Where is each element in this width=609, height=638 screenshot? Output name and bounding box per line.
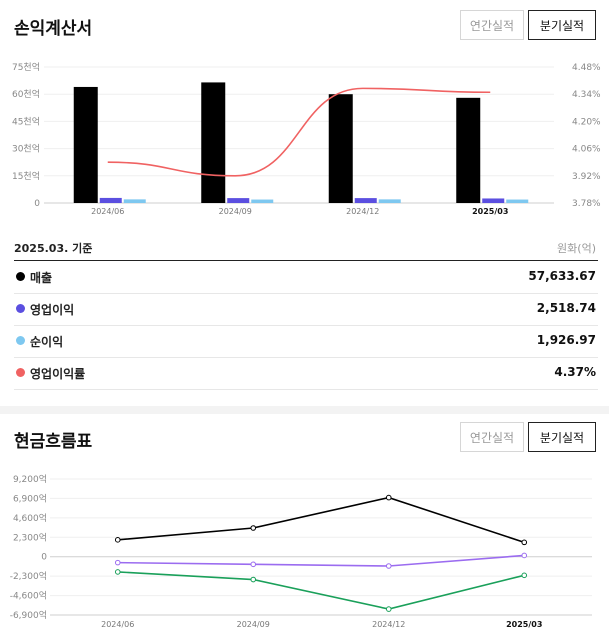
- income-row-revenue: 매출 57,633.67: [14, 261, 598, 294]
- income-table-header: 2025.03. 기준 원화(억): [14, 236, 598, 261]
- income-annual-button[interactable]: 연간실적: [460, 10, 524, 40]
- bar-영업이익: [227, 198, 250, 203]
- y-tick-label: 4,600억: [13, 512, 47, 524]
- y2-tick-label: 3.92%: [572, 172, 601, 182]
- bar-매출: [328, 94, 353, 203]
- bar-순이익: [506, 199, 529, 203]
- x-tick-label: 2025/03: [472, 207, 508, 216]
- point-재무활동: [250, 576, 257, 583]
- y2-tick-label: 4.48%: [572, 63, 601, 73]
- row-label: 매출: [30, 271, 53, 285]
- bar-영업이익: [99, 197, 122, 203]
- y-tick-label: 75천억: [12, 61, 40, 73]
- base-date: 2025.03. 기준: [14, 242, 93, 255]
- section-divider: [0, 406, 609, 414]
- bar-매출: [456, 97, 481, 203]
- y-tick-label: 0: [41, 553, 47, 563]
- y-tick-label: 6,900억: [13, 492, 47, 504]
- cashflow-title: 현금흐름표: [14, 432, 93, 452]
- line-투자활동: [117, 554, 525, 567]
- x-tick-label: 2024/12: [372, 620, 405, 629]
- point-영업활동: [250, 525, 257, 531]
- y-tick-label: -4,600억: [10, 590, 47, 602]
- line-영업활동: [117, 496, 525, 544]
- point-투자활동: [385, 563, 392, 569]
- point-재무활동: [114, 569, 121, 575]
- y2-tick-label: 4.20%: [572, 117, 601, 127]
- y-tick-label: -6,900억: [10, 609, 47, 621]
- x-tick-label: 2024/06: [101, 620, 134, 629]
- income-quarter-button[interactable]: 분기실적: [528, 10, 596, 40]
- income-title: 손익계산서: [14, 19, 93, 39]
- bar-영업이익: [482, 198, 505, 203]
- cashflow-quarter-button[interactable]: 분기실적: [528, 422, 596, 452]
- line-재무활동: [117, 571, 525, 610]
- legend-dot-net-income: [16, 336, 25, 345]
- point-투자활동: [521, 552, 528, 559]
- y-tick-label: -2,300억: [10, 570, 47, 582]
- y-tick-label: 30천억: [12, 143, 40, 155]
- legend-dot-operating-profit: [16, 304, 25, 313]
- y-tick-label: 60천억: [12, 88, 40, 100]
- x-tick-label: 2024/06: [91, 207, 124, 216]
- y-tick-label: 15천억: [12, 170, 40, 182]
- cashflow-chart: 9,200억 6,900억 4,600억 2,300억 0 -2,300억 -4,600억 -…: [10, 473, 592, 629]
- point-재무활동: [385, 606, 392, 612]
- point-투자활동: [250, 561, 257, 568]
- point-영업활동: [114, 537, 121, 543]
- unit-label: 원화(억): [557, 242, 596, 255]
- point-영업활동: [385, 494, 392, 501]
- legend-dot-operating-margin: [16, 368, 25, 377]
- point-영업활동: [521, 539, 528, 546]
- cashflow-annual-button[interactable]: 연간실적: [460, 422, 524, 452]
- row-value: 4.37%: [554, 365, 596, 379]
- row-label: 영업이익: [30, 303, 75, 317]
- line-영업이익률: [107, 87, 491, 177]
- y2-tick-label: 4.34%: [572, 90, 601, 100]
- bar-영업이익: [354, 198, 377, 203]
- row-value: 1,926.97: [536, 333, 596, 347]
- row-label: 순이익: [30, 335, 64, 349]
- row-value: 57,633.67: [528, 269, 596, 283]
- y-tick-label: 9,200억: [13, 473, 47, 485]
- y-tick-label: 2,300억: [13, 531, 47, 543]
- income-chart: 0 15천억 30천억 45천억 60천억 75천억 3.78% 3.92% 4.06% 4.20…: [12, 61, 601, 216]
- y-tick-label: 0: [34, 199, 40, 209]
- x-tick-label: 2024/09: [237, 620, 270, 629]
- x-tick-label: 2025/03: [506, 620, 542, 629]
- legend-dot-revenue: [16, 272, 25, 281]
- bar-매출: [73, 86, 98, 203]
- bar-매출: [201, 82, 226, 203]
- bar-순이익: [123, 199, 146, 203]
- income-row-operating-margin: 영업이익률 4.37%: [14, 357, 598, 390]
- y2-tick-label: 3.78%: [572, 199, 601, 209]
- y2-tick-label: 4.06%: [572, 145, 601, 155]
- point-투자활동: [114, 559, 121, 566]
- income-row-net-income: 순이익 1,926.97: [14, 325, 598, 358]
- row-label: 영업이익률: [30, 367, 86, 381]
- x-tick-label: 2024/12: [346, 207, 379, 216]
- bar-순이익: [378, 199, 401, 203]
- point-재무활동: [521, 572, 528, 579]
- row-value: 2,518.74: [536, 301, 596, 315]
- bar-순이익: [251, 199, 274, 203]
- y-tick-label: 45천억: [12, 115, 40, 127]
- income-row-operating-profit: 영업이익 2,518.74: [14, 293, 598, 326]
- x-tick-label: 2024/09: [219, 207, 252, 216]
